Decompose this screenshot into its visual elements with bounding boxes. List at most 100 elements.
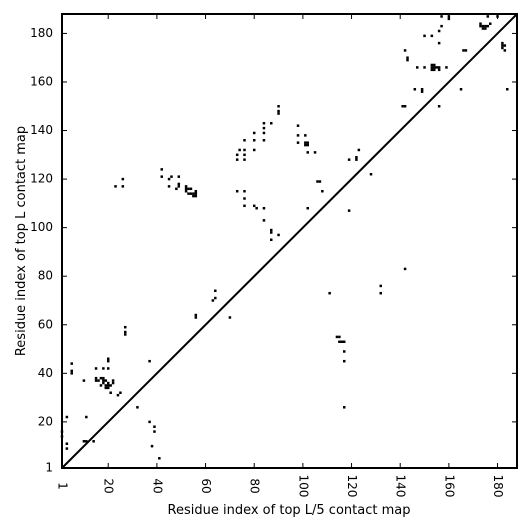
contact-point	[235, 158, 239, 161]
contact-point	[160, 175, 164, 178]
contact-point	[70, 372, 73, 375]
contact-point	[106, 386, 110, 390]
contact-point	[262, 206, 266, 210]
contact-point	[124, 330, 127, 334]
contact-point	[104, 379, 108, 382]
contact-point	[148, 420, 151, 424]
contact-point	[243, 158, 246, 161]
x-axis-ticks: 1 20 40 60 80 100 120 140 160 180	[56, 14, 505, 498]
contact-point	[484, 24, 487, 28]
contact-point	[65, 415, 69, 419]
contact-point	[121, 185, 125, 188]
contact-point	[464, 49, 468, 52]
contact-point	[340, 340, 344, 343]
contact-point	[177, 175, 181, 178]
contact-point	[153, 430, 156, 433]
contact-point	[106, 367, 110, 370]
y-tick-label: 80	[38, 269, 53, 283]
contact-point	[211, 299, 215, 302]
contact-point	[343, 359, 346, 363]
y-tick-label: 180	[30, 26, 53, 40]
contact-point	[167, 185, 171, 188]
contact-point	[440, 24, 443, 28]
contact-point	[243, 204, 246, 208]
contact-point	[194, 316, 198, 319]
contact-point	[415, 66, 419, 69]
contact-points	[60, 15, 509, 460]
contact-point	[102, 381, 105, 385]
contact-point	[94, 367, 98, 370]
contact-point	[262, 122, 266, 125]
contact-point	[369, 172, 373, 176]
contact-point	[347, 158, 351, 161]
contact-point	[270, 231, 273, 234]
contact-point	[277, 233, 280, 237]
contact-point	[506, 88, 509, 91]
y-tick-label: 60	[38, 317, 53, 331]
contact-point	[170, 175, 173, 178]
x-tick-label: 20	[102, 478, 116, 493]
contact-point	[459, 88, 463, 91]
contact-point	[437, 68, 441, 72]
contact-point	[338, 335, 341, 339]
contact-point	[65, 447, 69, 450]
contact-point	[343, 340, 346, 343]
contact-point	[114, 185, 117, 188]
contact-point	[243, 189, 246, 193]
contact-point	[194, 192, 198, 195]
contact-point	[99, 384, 103, 387]
contact-point	[192, 194, 195, 198]
contact-point	[343, 406, 346, 409]
y-tick-label: 100	[30, 220, 53, 234]
x-tick-label: 60	[199, 478, 213, 493]
contact-point	[252, 204, 256, 208]
contact-point	[433, 63, 436, 67]
contact-point	[189, 192, 193, 195]
y-tick-label: 120	[30, 172, 53, 186]
contact-point	[437, 29, 441, 33]
plot-frame	[61, 13, 518, 469]
contact-point	[357, 148, 361, 152]
y-axis-label: Residue index of top L contact map	[14, 126, 29, 356]
contact-point	[92, 440, 95, 443]
contact-point	[503, 44, 507, 47]
contact-point	[430, 63, 434, 67]
contact-point	[194, 189, 198, 193]
contact-point	[270, 238, 273, 242]
contact-point	[304, 134, 307, 137]
contact-point	[488, 22, 492, 25]
contact-point	[277, 105, 280, 108]
x-tick-label: 100	[296, 475, 310, 498]
contact-point	[379, 291, 382, 295]
contact-point	[252, 148, 256, 152]
contact-point	[160, 168, 164, 171]
contact-point	[243, 153, 246, 157]
y-tick-label: 40	[38, 366, 53, 380]
contact-point	[158, 457, 161, 460]
contact-point	[85, 440, 88, 443]
contact-point	[238, 148, 241, 152]
contact-point	[175, 187, 178, 191]
contact-point	[102, 367, 105, 370]
contact-point	[106, 384, 110, 387]
x-tick-label: 1	[56, 482, 70, 490]
y-tick-label: 20	[38, 414, 53, 428]
contact-point	[192, 192, 195, 195]
contact-point	[479, 24, 482, 28]
contact-point	[503, 49, 507, 52]
contact-point	[306, 206, 309, 210]
contact-point	[420, 90, 424, 93]
contact-point	[70, 369, 73, 373]
contact-point	[423, 34, 426, 38]
contact-point	[214, 289, 217, 293]
contact-point	[403, 105, 407, 108]
contact-point	[433, 66, 436, 69]
contact-point	[109, 391, 112, 394]
contact-point	[262, 126, 266, 130]
contact-point	[270, 122, 273, 125]
contact-point	[338, 340, 341, 343]
contact-point	[423, 66, 426, 69]
contact-point	[437, 66, 441, 69]
contact-point	[228, 316, 232, 319]
contact-point	[104, 386, 108, 390]
